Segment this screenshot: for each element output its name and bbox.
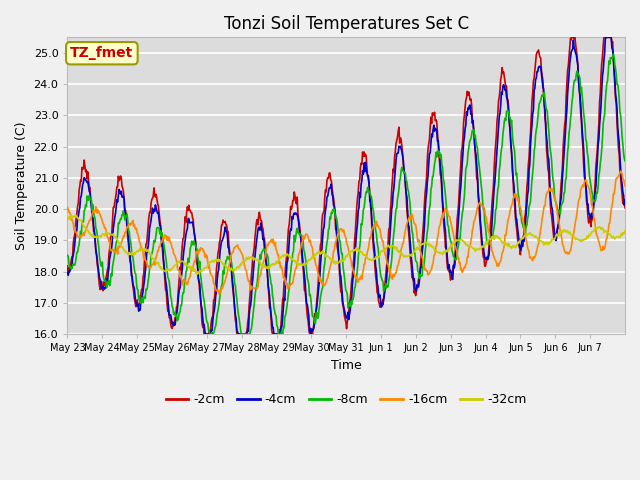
Text: TZ_fmet: TZ_fmet xyxy=(70,46,134,60)
Y-axis label: Soil Temperature (C): Soil Temperature (C) xyxy=(15,121,28,250)
Title: Tonzi Soil Temperatures Set C: Tonzi Soil Temperatures Set C xyxy=(223,15,468,33)
X-axis label: Time: Time xyxy=(331,359,362,372)
Legend: -2cm, -4cm, -8cm, -16cm, -32cm: -2cm, -4cm, -8cm, -16cm, -32cm xyxy=(161,388,532,411)
